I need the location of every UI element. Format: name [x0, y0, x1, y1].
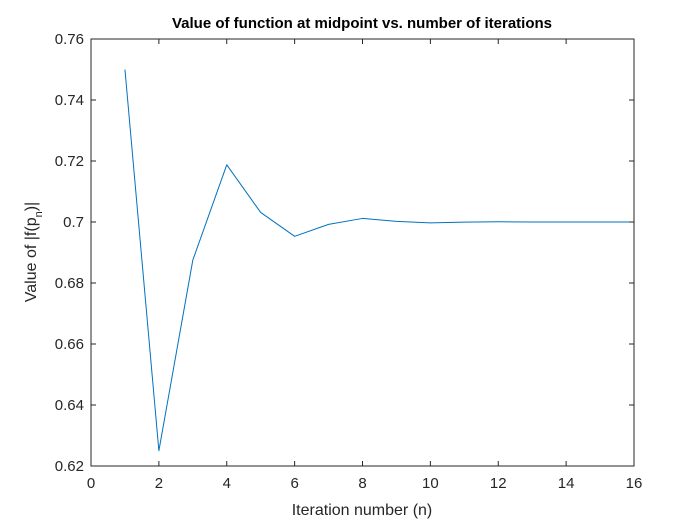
y-axis-label: Value of |f(pn)| — [23, 202, 45, 302]
x-tick-label: 0 — [87, 475, 95, 492]
x-tick-label: 4 — [223, 475, 231, 492]
y-tick-label: 0.62 — [55, 458, 84, 475]
x-tick-label: 2 — [155, 475, 163, 492]
x-tick-label: 10 — [422, 475, 439, 492]
y-axis-label-subscript: n — [33, 211, 45, 217]
y-axis-label-prefix: Value of |f(p — [23, 217, 40, 302]
y-tick-label: 0.72 — [55, 153, 84, 170]
y-tick-label: 0.76 — [55, 31, 84, 48]
chart-title: Value of function at midpoint vs. number… — [172, 15, 552, 32]
x-tick-label: 14 — [558, 475, 575, 492]
plot-area — [91, 39, 634, 466]
y-axis-ticks: 0.62 0.64 0.66 0.68 0.7 0.72 0.74 0.76 — [55, 31, 634, 475]
x-tick-label: 12 — [490, 475, 507, 492]
x-tick-label: 8 — [358, 475, 366, 492]
x-axis-label: Iteration number (n) — [292, 502, 433, 519]
y-tick-label: 0.64 — [55, 397, 84, 414]
y-tick-label: 0.7 — [63, 214, 84, 231]
y-tick-label: 0.74 — [55, 92, 84, 109]
series-layer — [124, 69, 635, 452]
y-tick-label: 0.68 — [55, 275, 84, 292]
x-axis-ticks: 0 2 4 6 8 10 12 14 16 — [87, 39, 643, 492]
x-tick-label: 6 — [290, 475, 298, 492]
y-axis-label-suffix: )| — [23, 202, 40, 211]
series-line — [124, 69, 635, 452]
x-tick-label: 16 — [626, 475, 643, 492]
y-tick-label: 0.66 — [55, 336, 84, 353]
